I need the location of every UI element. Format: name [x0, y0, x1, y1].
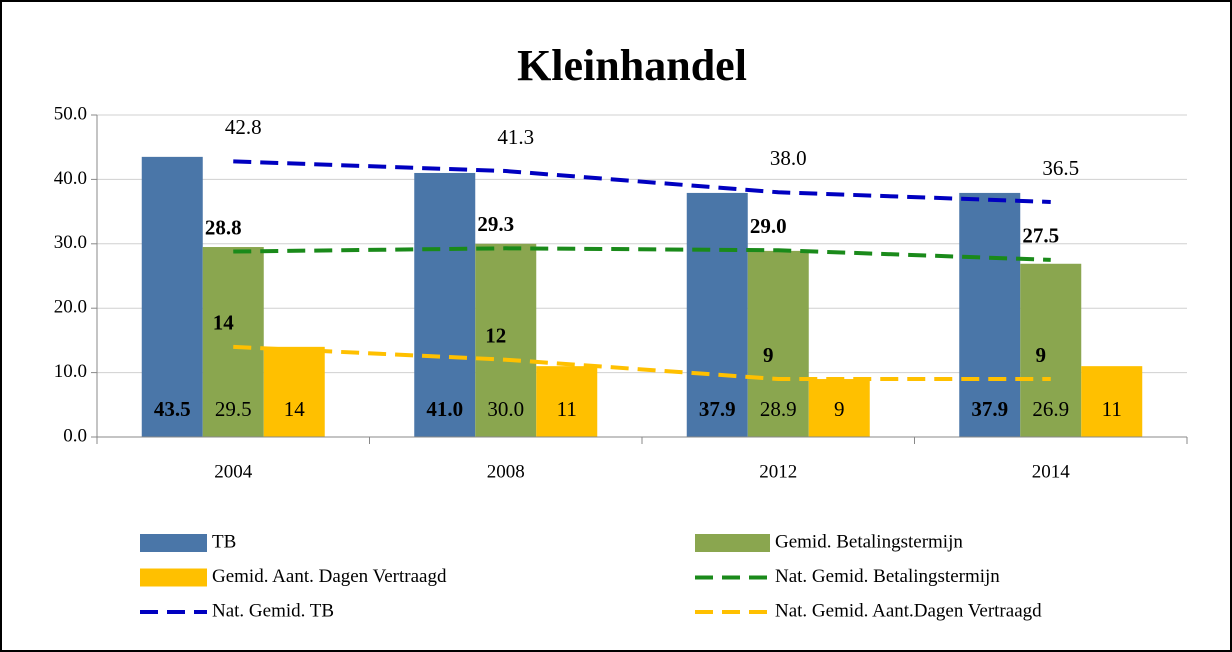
bar: [202, 247, 264, 437]
legend-swatch: [695, 534, 770, 552]
line-value-label: 12: [485, 324, 506, 348]
legend-label: Gemid. Aant. Dagen Vertraagd: [212, 566, 447, 587]
line-value-label: 9: [763, 343, 774, 367]
bar: [263, 346, 325, 437]
bar-value-label: 9: [834, 397, 845, 421]
line-value-label: 29.0: [750, 214, 787, 238]
line-value-label: 42.8: [225, 115, 262, 139]
bar: [1081, 366, 1143, 437]
x-tick-label: 2008: [487, 461, 525, 482]
legend-swatch: [140, 568, 207, 587]
legend-label: TB: [212, 531, 236, 552]
chart-title: Kleinhandel: [517, 41, 747, 90]
bar-value-label: 11: [1102, 397, 1122, 421]
legend-swatch: [140, 534, 207, 552]
line-value-label: 41.3: [497, 125, 534, 149]
bar-value-label: 26.9: [1032, 397, 1069, 421]
legend-label: Nat. Gemid. Betalingstermijn: [775, 566, 1000, 587]
bar-value-label: 41.0: [426, 397, 463, 421]
line-series: [233, 344, 1051, 382]
y-tick-label: 40.0: [54, 168, 87, 189]
bar-value-label: 43.5: [154, 397, 191, 421]
line-series: [233, 246, 1051, 262]
line-value-label: 14: [213, 311, 235, 335]
x-tick-label: 2004: [214, 461, 253, 482]
bar-value-label: 28.9: [760, 397, 797, 421]
line-value-label: 29.3: [477, 212, 514, 236]
bar: [686, 192, 748, 437]
line-value-label: 27.5: [1022, 224, 1059, 248]
y-tick-label: 30.0: [54, 232, 87, 253]
x-tick-label: 2012: [759, 461, 797, 482]
bar: [808, 379, 870, 437]
y-tick-label: 20.0: [54, 297, 87, 318]
line-value-label: 38.0: [770, 146, 807, 170]
bar-value-label: 11: [557, 397, 577, 421]
bar-value-label: 30.0: [487, 397, 524, 421]
bar: [475, 243, 537, 437]
bar: [747, 250, 809, 437]
bar-value-label: 14: [284, 397, 306, 421]
y-tick-label: 50.0: [54, 103, 87, 124]
line-value-label: 9: [1036, 343, 1047, 367]
line-value-label: 36.5: [1042, 156, 1079, 180]
y-tick-label: 0.0: [63, 425, 87, 446]
bar: [141, 156, 203, 438]
bar: [536, 366, 598, 437]
legend-label: Gemid. Betalingstermijn: [775, 531, 963, 552]
bar-value-label: 29.5: [215, 397, 252, 421]
legend-label: Nat. Gemid. TB: [212, 600, 334, 621]
y-tick-label: 10.0: [54, 361, 87, 382]
legend-label: Nat. Gemid. Aant.Dagen Vertraagd: [775, 600, 1042, 621]
x-tick-label: 2014: [1032, 461, 1071, 482]
bar-value-label: 37.9: [971, 397, 1008, 421]
line-series: [233, 159, 1051, 204]
line-value-label: 28.8: [205, 215, 242, 239]
bar: [1020, 263, 1082, 437]
bar-value-label: 37.9: [699, 397, 736, 421]
bar: [959, 192, 1021, 437]
bar: [414, 172, 476, 437]
